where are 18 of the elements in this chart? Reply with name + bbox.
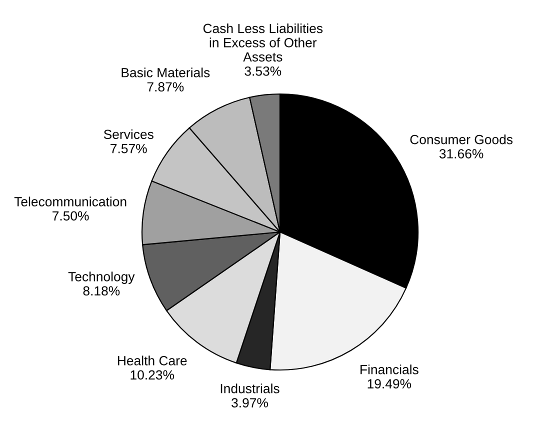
slice-label: Cash Less Liabilities in Excess of Other Assets <box>203 23 323 62</box>
data-label: 31.66% <box>439 149 484 158</box>
slice-label: Health Care <box>118 356 187 366</box>
data-label: 10.23% <box>130 370 174 380</box>
data-label: 7.50% <box>52 211 89 221</box>
data-label: 19.49% <box>368 379 412 388</box>
slice-label: Consumer Goods <box>410 134 513 144</box>
slice-label: Telecommunication <box>14 196 126 206</box>
slice-label: Industrials <box>220 384 280 394</box>
data-label: 7.87% <box>147 82 184 92</box>
slice-label: Services <box>104 129 154 140</box>
slice-label: Basic Materials <box>122 68 210 78</box>
data-label: 3.53% <box>244 66 282 76</box>
data-label: 8.18% <box>83 286 120 296</box>
slice-label: Financials <box>360 364 418 374</box>
slice-label: Technology <box>68 272 135 284</box>
data-label: 7.57% <box>110 144 147 154</box>
data-label: 3.97% <box>232 398 268 408</box>
